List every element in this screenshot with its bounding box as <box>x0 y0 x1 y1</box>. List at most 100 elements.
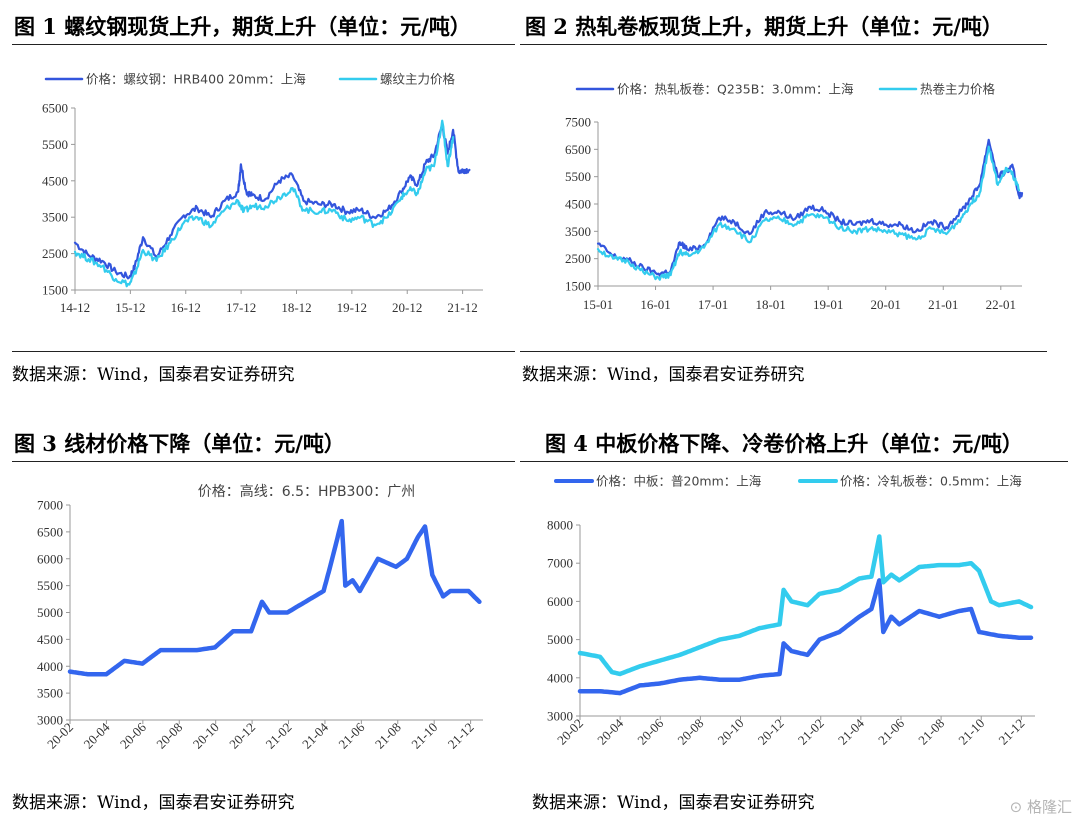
x-tick-label: 20-06 <box>117 719 149 751</box>
x-tick-label: 21-12 <box>995 716 1027 748</box>
y-tick-label: 2500 <box>42 246 68 261</box>
x-tick-label: 21-08 <box>372 720 404 752</box>
legend-label: 价格：螺纹钢：HRB400 20mm：上海 <box>86 72 306 87</box>
x-tick-label: 20-12 <box>226 720 258 752</box>
x-tick-label: 20-01 <box>871 297 901 312</box>
x-tick-label: 21-10 <box>955 716 987 748</box>
y-tick-label: 5500 <box>42 137 68 152</box>
x-tick-label: 15-01 <box>583 297 613 312</box>
y-tick-label: 3500 <box>42 210 68 225</box>
x-tick-label: 22-01 <box>986 297 1016 312</box>
series-line-2 <box>73 119 455 288</box>
y-tick-label: 3000 <box>547 709 573 724</box>
y-tick-label: 6000 <box>547 594 573 609</box>
watermark-logo: ⊙ 格隆汇 <box>1010 796 1072 817</box>
panel-4-top-rule <box>520 461 1068 462</box>
x-tick-label: 17-12 <box>226 300 256 315</box>
y-tick-label: 6500 <box>42 101 68 116</box>
watermark-icon: ⊙ <box>1009 798 1023 816</box>
y-tick-label: 1500 <box>565 279 591 294</box>
x-tick-label: 16-01 <box>640 297 670 312</box>
y-tick-label: 3500 <box>565 224 591 239</box>
panel-2-top-rule <box>520 44 1047 45</box>
legend-label: 价格：高线：6.5：HPB300：广州 <box>198 483 416 500</box>
x-tick-label: 21-02 <box>795 716 827 748</box>
y-tick-label: 7000 <box>37 498 63 513</box>
x-tick-label: 21-12 <box>447 300 477 315</box>
y-tick-label: 2500 <box>565 251 591 266</box>
x-tick-label: 16-12 <box>171 300 201 315</box>
x-tick-label: 20-06 <box>634 715 666 747</box>
panel-3-source: 数据来源：Wind，国泰君安证券研究 <box>12 793 295 813</box>
series-line-2 <box>596 145 1021 281</box>
panel-1-top-rule <box>12 44 515 45</box>
y-tick-label: 5500 <box>565 169 591 184</box>
x-tick-label: 21-02 <box>263 720 295 752</box>
x-tick-label: 20-08 <box>674 716 706 748</box>
x-tick-label: 15-12 <box>115 300 145 315</box>
x-tick-label: 20-10 <box>715 716 747 748</box>
x-tick-label: 21-06 <box>335 719 367 751</box>
x-tick-label: 18-01 <box>755 297 785 312</box>
x-tick-label: 20-04 <box>80 719 112 751</box>
x-tick-label: 21-08 <box>915 716 947 748</box>
x-tick-label: 21-04 <box>299 719 331 751</box>
series-line-2 <box>577 534 1034 677</box>
chart-3: 3000 3500 4000 4500 5000 5500 6000 6500 7000 20-0… <box>37 483 483 752</box>
panel-1-source: 数据来源：Wind，国泰君安证券研究 <box>12 365 295 385</box>
x-tick-label: 21-10 <box>408 720 440 752</box>
series-line-1 <box>67 518 482 677</box>
y-tick-label: 6500 <box>37 524 63 539</box>
panel-2-source: 数据来源：Wind，国泰君安证券研究 <box>522 365 805 385</box>
chart-2: 1500 2500 3500 4500 5500 6500 7500 15-01 16-01 17… <box>565 82 1024 312</box>
legend-label: 价格：冷轧板卷：0.5mm：上海 <box>840 474 1022 489</box>
x-tick-label: 21-06 <box>875 715 907 747</box>
panel-1-bottom-rule <box>12 351 515 352</box>
panel-2-title: 图 2 热轧卷板现货上升，期货上升（单位：元/吨） <box>525 14 1003 39</box>
legend-label: 螺纹主力价格 <box>380 72 456 87</box>
panel-3-top-rule <box>12 461 515 462</box>
series-line-1 <box>577 578 1034 696</box>
y-tick-label: 5000 <box>37 605 63 620</box>
x-tick-label: 20-12 <box>755 716 787 748</box>
x-tick-label: 21-01 <box>928 297 958 312</box>
legend-label: 价格：热轧板卷：Q235B：3.0mm：上海 <box>617 82 854 97</box>
series-line-1 <box>73 123 471 280</box>
y-tick-label: 4500 <box>37 632 63 647</box>
x-tick-label: 19-12 <box>337 300 367 315</box>
y-tick-label: 7000 <box>547 556 573 571</box>
panel-4-source: 数据来源：Wind，国泰君安证券研究 <box>532 793 815 813</box>
y-tick-label: 5000 <box>547 632 573 647</box>
panel-2-bottom-rule <box>520 351 1047 352</box>
x-tick-label: 14-12 <box>60 300 90 315</box>
x-tick-label: 20-08 <box>153 720 185 752</box>
y-tick-label: 4500 <box>565 197 591 212</box>
x-tick-label: 17-01 <box>698 297 728 312</box>
chart-1: 1500 2500 3500 4500 5500 6500 14-12 15-12 16-12 1… <box>42 72 483 315</box>
y-tick-label: 3000 <box>37 713 63 728</box>
y-tick-label: 4500 <box>42 173 68 188</box>
x-tick-label: 18-12 <box>281 300 311 315</box>
legend-label: 热卷主力价格 <box>920 82 996 97</box>
y-tick-label: 6000 <box>37 551 63 566</box>
y-tick-label: 4000 <box>547 670 573 685</box>
y-tick-label: 8000 <box>547 518 573 533</box>
y-tick-label: 1500 <box>42 283 68 298</box>
y-tick-label: 6500 <box>565 142 591 157</box>
panel-3-title: 图 3 线材价格下降（单位：元/吨） <box>14 431 345 456</box>
y-tick-label: 4000 <box>37 659 63 674</box>
watermark-text: 格隆汇 <box>1026 798 1072 816</box>
series-line-1 <box>596 138 1024 277</box>
x-tick-label: 21-04 <box>835 715 867 747</box>
x-tick-label: 20-10 <box>190 720 222 752</box>
x-tick-label: 21-12 <box>445 720 477 752</box>
y-tick-label: 7500 <box>565 115 591 130</box>
panel-4-title: 图 4 中板价格下降、冷卷价格上升（单位：元/吨） <box>545 431 1023 456</box>
y-tick-label: 3500 <box>37 686 63 701</box>
y-tick-label: 5500 <box>37 578 63 593</box>
panel-1-title: 图 1 螺纹钢现货上升，期货上升（单位：元/吨） <box>14 14 471 39</box>
x-tick-label: 19-01 <box>813 297 843 312</box>
legend-label: 价格：中板：普20mm：上海 <box>596 474 762 489</box>
